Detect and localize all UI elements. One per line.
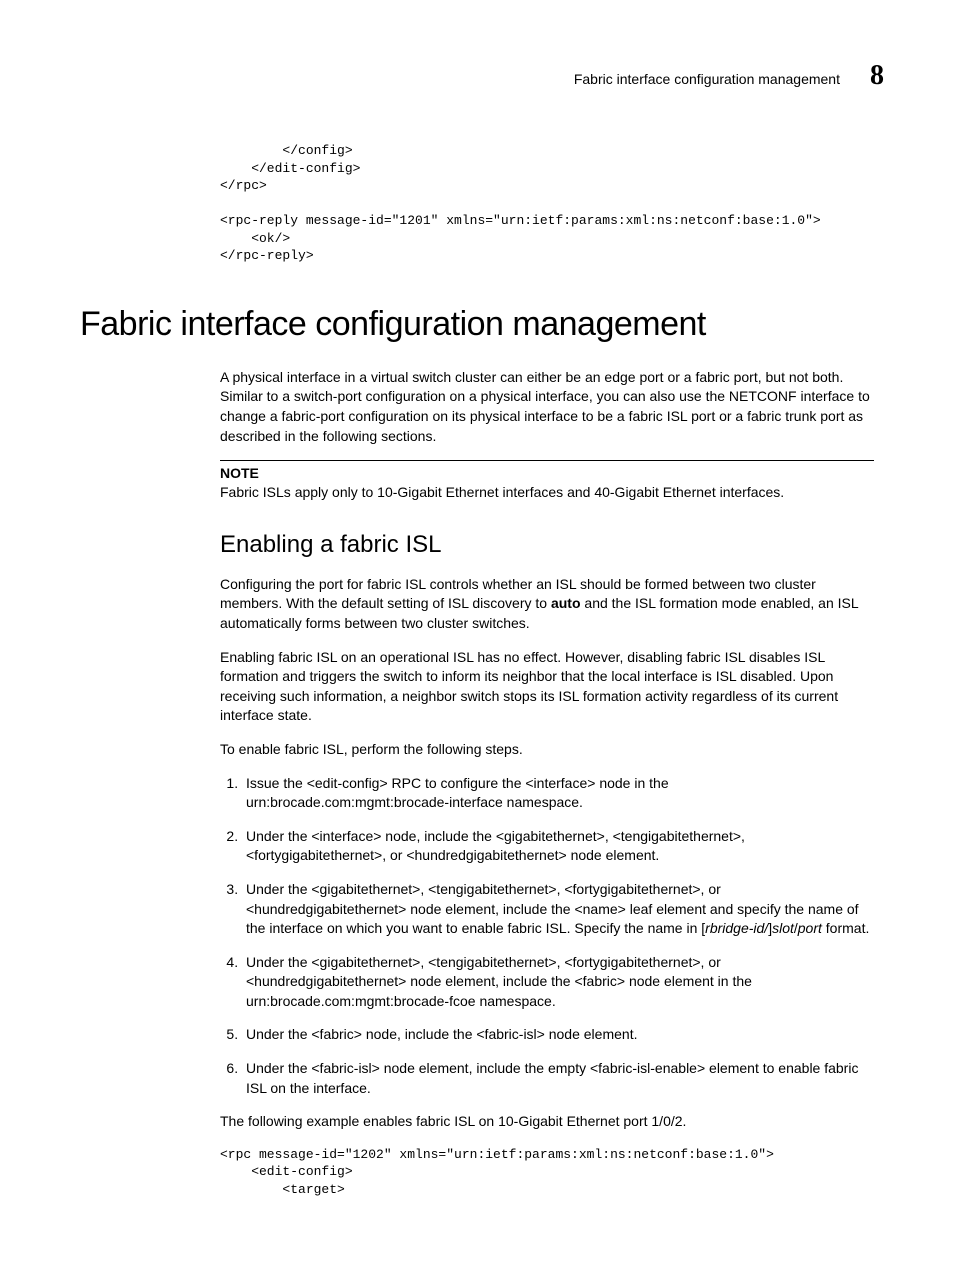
intro-paragraph: A physical interface in a virtual switch… bbox=[220, 368, 874, 446]
step-3: Under the <gigabitethernet>, <tengigabit… bbox=[242, 880, 874, 939]
step-1: Issue the <edit-config> RPC to configure… bbox=[242, 774, 874, 813]
step-3-ital3: port bbox=[798, 920, 822, 936]
step-2: Under the <interface> node, include the … bbox=[242, 827, 874, 866]
step-3d: format. bbox=[822, 920, 869, 936]
paragraph-1-bold: auto bbox=[551, 595, 581, 611]
step-3-ital1: rbridge-id/ bbox=[705, 920, 768, 936]
note-text: Fabric ISLs apply only to 10-Gigabit Eth… bbox=[220, 483, 874, 503]
note-rule bbox=[220, 460, 874, 461]
code-block-top: </config> </edit-config> </rpc> <rpc-rep… bbox=[220, 142, 884, 265]
paragraph-1: Configuring the port for fabric ISL cont… bbox=[220, 575, 874, 634]
paragraph-4: The following example enables fabric ISL… bbox=[220, 1112, 874, 1132]
section-heading: Fabric interface configuration managemen… bbox=[80, 305, 884, 344]
running-title: Fabric interface configuration managemen… bbox=[574, 71, 840, 87]
step-4: Under the <gigabitethernet>, <tengigabit… bbox=[242, 953, 874, 1012]
note-label: NOTE bbox=[220, 465, 874, 481]
chapter-number: 8 bbox=[870, 60, 884, 92]
step-6: Under the <fabric-isl> node element, inc… bbox=[242, 1059, 874, 1098]
page: Fabric interface configuration managemen… bbox=[0, 0, 954, 1279]
paragraph-3: To enable fabric ISL, perform the follow… bbox=[220, 740, 874, 760]
running-header: Fabric interface configuration managemen… bbox=[80, 60, 884, 92]
paragraph-2: Enabling fabric ISL on an operational IS… bbox=[220, 648, 874, 726]
steps-list: Issue the <edit-config> RPC to configure… bbox=[220, 774, 874, 1099]
code-block-bottom: <rpc message-id="1202" xmlns="urn:ietf:p… bbox=[220, 1146, 874, 1199]
subsection-heading: Enabling a fabric ISL bbox=[220, 531, 874, 559]
body-content: A physical interface in a virtual switch… bbox=[220, 368, 874, 1199]
step-3-ital2: slot bbox=[772, 920, 794, 936]
step-5: Under the <fabric> node, include the <fa… bbox=[242, 1025, 874, 1045]
